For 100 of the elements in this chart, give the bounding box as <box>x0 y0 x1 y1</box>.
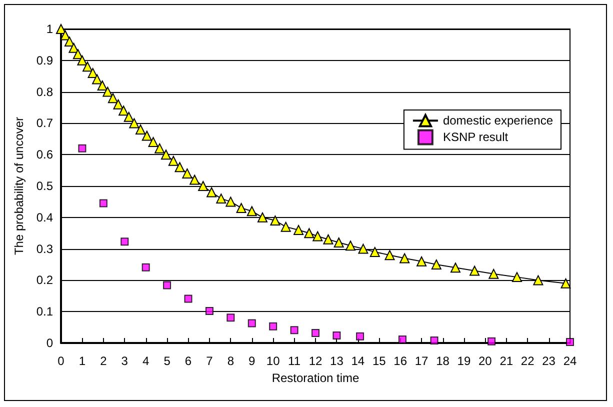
point <box>294 224 304 235</box>
point <box>163 281 172 290</box>
point <box>323 234 334 244</box>
point <box>184 294 192 303</box>
point <box>102 86 113 97</box>
x-tick-label: 7 <box>206 354 214 368</box>
point <box>236 202 246 213</box>
x-tick-label: 22 <box>520 354 535 368</box>
point <box>198 181 208 191</box>
y-tick-label: 0.4 <box>36 210 54 224</box>
point <box>129 118 140 128</box>
point <box>384 250 395 260</box>
x-tick-label: 5 <box>164 354 171 368</box>
point <box>174 162 185 172</box>
x-tick-label: 17 <box>414 354 429 368</box>
point <box>226 196 236 207</box>
point <box>400 253 410 264</box>
point <box>431 260 442 270</box>
point <box>304 228 314 238</box>
y-tick-label: 1 <box>46 22 54 36</box>
point <box>136 124 146 134</box>
point <box>77 55 88 66</box>
legend-label: domestic experience <box>442 114 554 128</box>
point <box>269 322 278 330</box>
x-tick-label: 2 <box>100 354 108 368</box>
point <box>356 332 364 340</box>
x-tick-label: 1 <box>78 354 86 368</box>
x-tick-label: 9 <box>248 354 256 368</box>
point <box>416 256 427 266</box>
point <box>160 150 171 160</box>
x-tick-label: 14 <box>351 354 365 368</box>
point <box>470 266 480 276</box>
point <box>248 319 256 328</box>
point <box>92 74 102 84</box>
point <box>560 278 571 288</box>
point <box>68 42 79 53</box>
point <box>99 199 108 208</box>
point <box>154 143 165 154</box>
y-axis-title: The probability of uncover <box>12 116 26 256</box>
point <box>488 337 496 346</box>
y-tick-label: 0.9 <box>36 53 54 68</box>
point <box>60 30 70 40</box>
point <box>72 49 83 60</box>
point <box>226 314 235 322</box>
y-tick-label: 0 <box>46 336 54 350</box>
point <box>512 272 522 282</box>
x-axis-title: Restoration time <box>272 370 360 385</box>
point <box>168 156 178 166</box>
y-tick-label: 0.1 <box>36 304 54 319</box>
y-tick-label: 0.3 <box>36 242 54 256</box>
point <box>488 268 499 279</box>
point <box>257 212 268 222</box>
point <box>280 222 291 232</box>
point <box>118 106 129 116</box>
y-tick-label: 0.2 <box>36 273 54 288</box>
x-tick-label: 10 <box>266 354 280 368</box>
x-tick-label: 12 <box>308 354 322 368</box>
point <box>56 24 66 34</box>
x-tick-label: 4 <box>142 354 150 368</box>
x-tick-label: 21 <box>500 354 514 368</box>
y-tick-label: 0.8 <box>36 84 54 99</box>
point <box>370 246 380 257</box>
point <box>246 206 257 216</box>
point <box>216 194 226 204</box>
point <box>82 62 93 72</box>
x-tick-label: 13 <box>330 354 344 368</box>
y-tick-label: 0.7 <box>36 116 54 130</box>
legend-label: KSNP result <box>442 130 509 144</box>
point <box>334 238 344 248</box>
point <box>270 216 280 226</box>
point <box>533 275 544 286</box>
x-tick-label: 11 <box>288 354 301 368</box>
point <box>205 306 214 315</box>
x-tick-label: 15 <box>372 354 386 368</box>
point <box>113 99 124 110</box>
point <box>450 262 460 273</box>
point <box>345 240 356 251</box>
x-tick-label: 6 <box>184 354 192 368</box>
point <box>182 168 192 178</box>
point <box>332 331 341 340</box>
x-tick-label: 23 <box>542 354 556 368</box>
point <box>142 130 152 141</box>
x-tick-label: 0 <box>58 354 65 368</box>
x-tick-label: 24 <box>563 354 577 368</box>
point <box>124 112 134 122</box>
x-tick-label: 16 <box>394 354 408 368</box>
point <box>398 336 406 344</box>
point <box>78 144 86 152</box>
point <box>312 328 320 337</box>
point <box>430 336 438 344</box>
x-tick-label: 18 <box>436 354 450 368</box>
y-tick-label: 0.5 <box>36 179 54 193</box>
point <box>120 238 129 246</box>
point <box>97 80 108 91</box>
point <box>206 187 217 198</box>
x-tick-label: 19 <box>457 354 471 368</box>
x-tick-label: 20 <box>478 354 492 368</box>
point <box>190 174 200 185</box>
y-tick-label: 0.6 <box>36 148 54 162</box>
x-tick-label: 3 <box>121 354 128 368</box>
